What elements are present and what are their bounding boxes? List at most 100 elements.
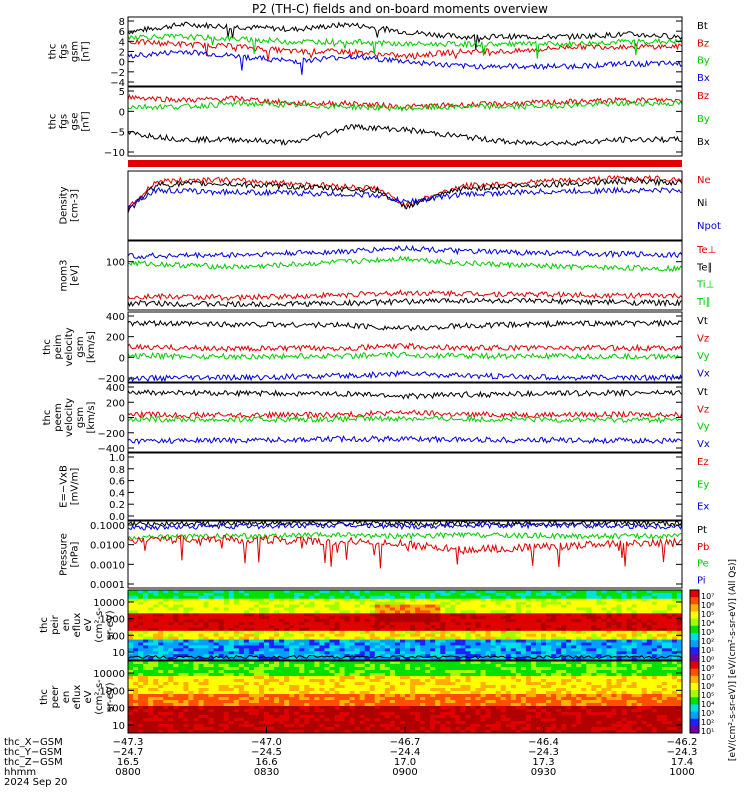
spectrogram-cell — [369, 703, 376, 707]
spectrogram-cell — [671, 661, 678, 665]
spectrogram-cell — [440, 648, 446, 652]
spectrogram-cell — [183, 700, 189, 704]
series-line-Bx — [127, 49, 683, 75]
spectrogram-cell — [233, 715, 240, 719]
spectrogram-cell — [676, 667, 683, 671]
spectrogram-cell — [561, 679, 567, 683]
spectrogram-cell — [586, 691, 592, 695]
spectrogram-cell — [616, 607, 623, 611]
spectrogram-cell — [460, 639, 466, 643]
spectrogram-cell — [586, 601, 592, 606]
spectrogram-cell — [304, 685, 310, 689]
spectrogram-cell — [138, 601, 144, 606]
spectrogram-cell — [425, 622, 431, 626]
spectrogram-cell — [233, 610, 240, 614]
spectrogram-cell — [460, 661, 466, 665]
spectrogram-cell — [243, 630, 250, 635]
y-tick-label: 4 — [119, 37, 125, 48]
spectrogram-cell — [354, 616, 361, 620]
spectrogram-cell — [384, 682, 391, 686]
spectrogram-cell — [551, 657, 557, 661]
spectrogram-cell — [505, 639, 512, 643]
spectrogram-cell — [203, 691, 210, 695]
spectrogram-cell — [319, 639, 325, 643]
spectrogram-cell — [168, 633, 174, 638]
spectrogram-cell — [636, 661, 643, 665]
spectrogram-cell — [430, 691, 436, 695]
spectrogram-cell — [651, 648, 658, 652]
spectrogram-cell — [133, 667, 139, 671]
spectrogram-cell — [138, 715, 144, 719]
spectrogram-cell — [500, 595, 507, 600]
spectrogram-cell — [344, 691, 351, 695]
spectrogram-cell — [359, 648, 366, 652]
spectrogram-cell — [430, 664, 436, 668]
spectrogram-cell — [510, 607, 517, 611]
spectrogram-cell — [284, 657, 290, 661]
spectrogram-cell — [253, 685, 260, 689]
spectrogram-cell — [586, 685, 592, 689]
spectrogram-cell — [671, 688, 678, 692]
spectrogram-cell — [646, 673, 653, 677]
spectrogram-cell — [490, 715, 497, 719]
spectrogram-cell — [269, 670, 275, 674]
spectrogram-cell — [193, 627, 200, 632]
spectrogram-cell — [440, 645, 446, 649]
spectrogram-cell — [500, 685, 507, 689]
spectrogram-cell — [616, 712, 623, 716]
spectrogram-cell — [475, 592, 482, 597]
spectrogram-cell — [510, 616, 517, 620]
spectrogram-cell — [520, 636, 527, 641]
spectrogram-cell — [188, 595, 194, 600]
spectrogram-cell — [540, 691, 547, 695]
spectrogram-cell — [143, 630, 149, 635]
spectrogram-cell — [133, 697, 139, 701]
spectrogram-cell — [248, 645, 255, 649]
spectrogram-cell — [420, 691, 426, 695]
spectrogram-cell — [440, 592, 446, 597]
spectrogram-cell — [581, 616, 587, 620]
spectrogram-cell — [384, 625, 391, 629]
spectrogram-cell — [420, 619, 426, 623]
spectrogram-cell — [405, 691, 411, 695]
spectrogram-cell — [616, 645, 623, 649]
spectrogram-cell — [606, 703, 612, 707]
spectrogram-cell — [314, 604, 320, 608]
spectrogram-cell — [566, 694, 572, 698]
spectrogram-cell — [611, 679, 618, 683]
spectrogram-cell — [666, 667, 673, 671]
spectrogram-cell — [646, 625, 653, 629]
spectrogram-cell — [500, 657, 507, 661]
spectrogram-cell — [636, 691, 643, 695]
spectrogram-cell — [263, 700, 270, 704]
spectrogram-cell — [581, 625, 587, 629]
spectrogram-cell — [490, 712, 497, 716]
spectrogram-cell — [394, 682, 401, 686]
spectrogram-cell — [243, 627, 250, 632]
spectrogram-cell — [294, 700, 300, 704]
spectrogram-cell — [520, 590, 527, 594]
spectrogram-cell — [354, 633, 361, 638]
spectrogram-cell — [279, 700, 285, 704]
spectrogram-cell — [163, 622, 169, 626]
spectrogram-cell — [399, 688, 406, 692]
spectrogram-cell — [661, 694, 668, 698]
spectrogram-cell — [420, 688, 426, 692]
spectrogram-cell — [158, 604, 164, 608]
spectrogram-cell — [455, 673, 461, 677]
spectrogram-cell — [430, 697, 436, 701]
spectrogram-cell — [445, 639, 451, 643]
spectrogram-cell — [500, 694, 507, 698]
legend-entry-Ex: Ex — [697, 502, 709, 513]
spectrogram-cell — [420, 598, 426, 603]
spectrogram-cell — [319, 642, 325, 646]
spectrogram-cell — [465, 715, 471, 719]
spectrogram-cell — [253, 682, 260, 686]
spectrogram-cell — [163, 657, 169, 661]
spectrogram-cell — [143, 654, 149, 658]
spectrogram-cell — [148, 598, 154, 603]
spectrogram-cell — [576, 697, 582, 701]
spectrogram-cell — [480, 664, 487, 668]
legend-entry-Te⊥: Te⊥ — [696, 245, 716, 256]
